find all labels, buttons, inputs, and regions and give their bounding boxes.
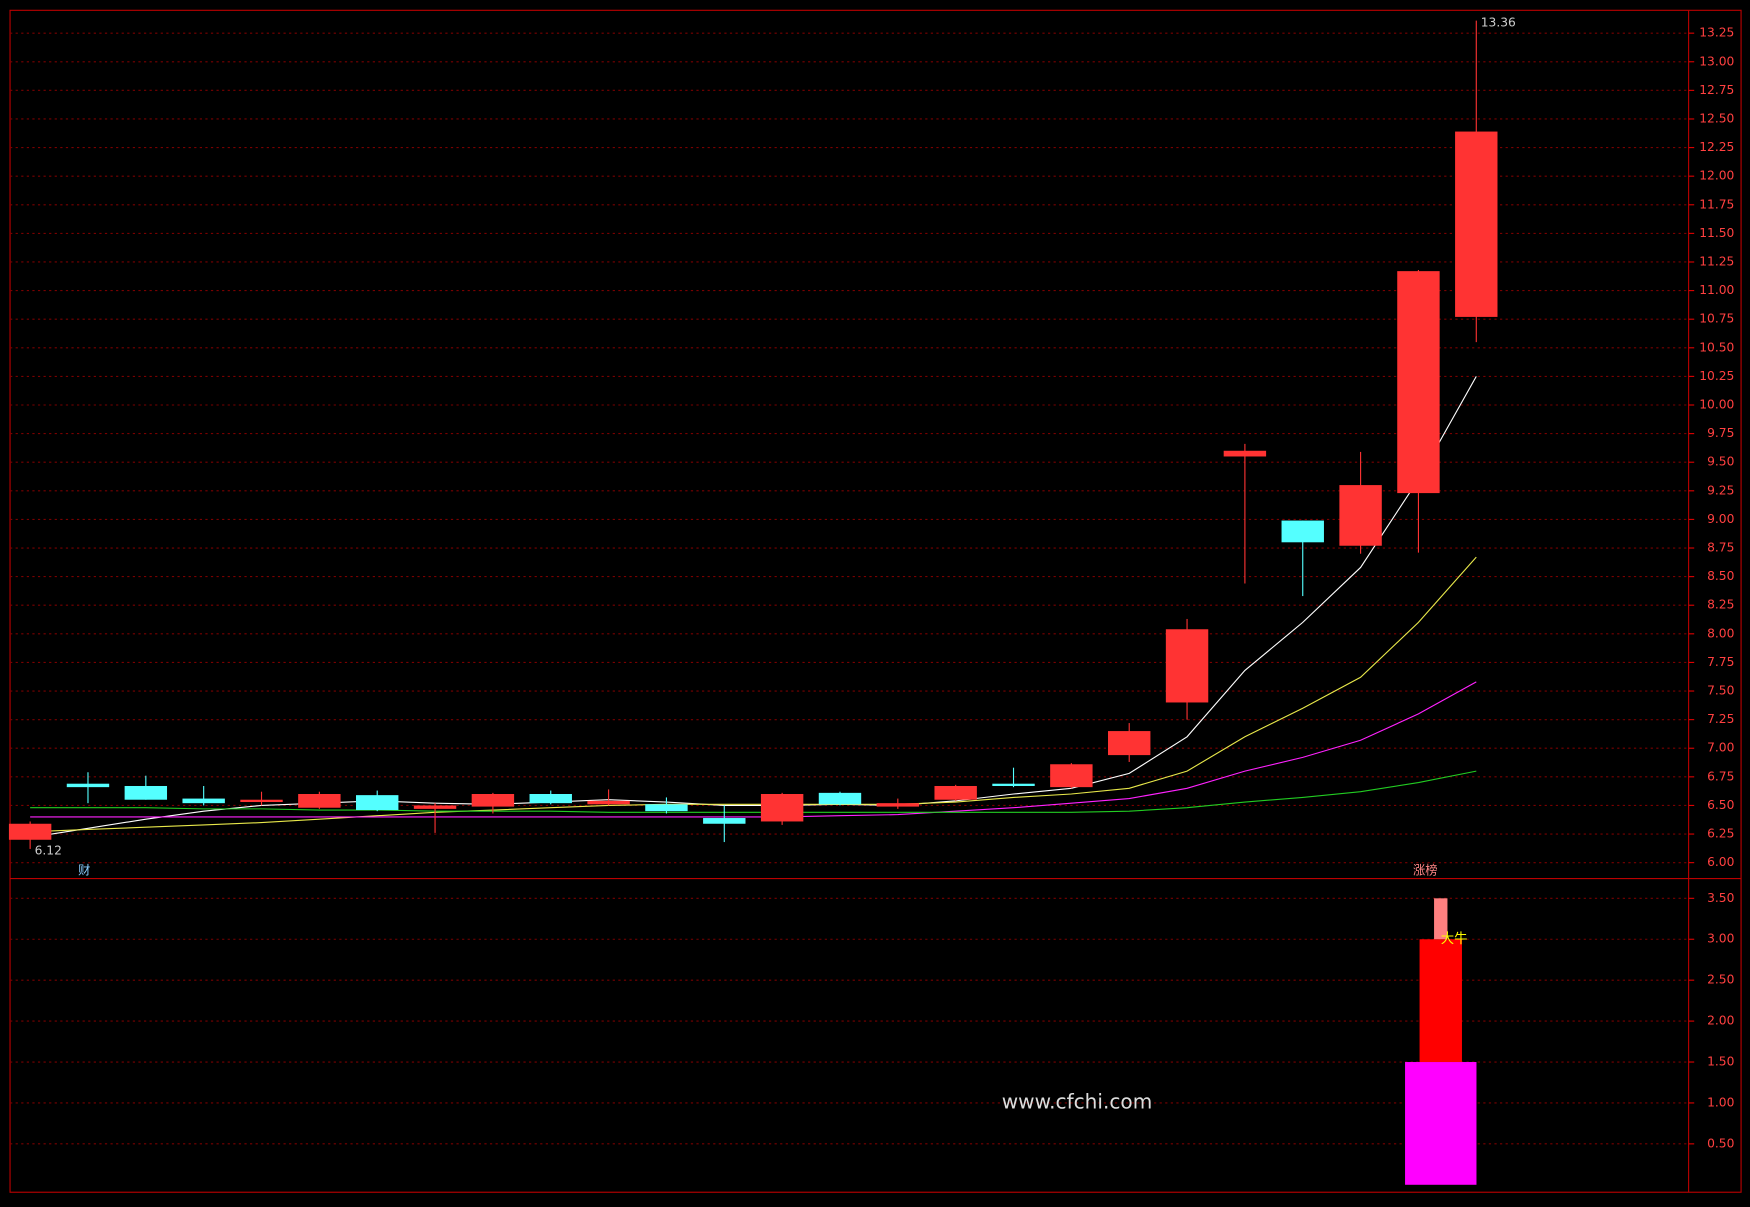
bar-segment — [1434, 898, 1448, 940]
candle-body — [818, 792, 862, 805]
candle-body — [760, 794, 804, 822]
watermark: www.cfchi.com — [1002, 1089, 1153, 1113]
bar-label: 大牛 — [1441, 931, 1468, 947]
candle-body — [240, 799, 283, 803]
y-tick-label: 12.50 — [1699, 111, 1734, 125]
candle-body — [1397, 271, 1440, 494]
y-tick-label: 6.75 — [1707, 769, 1734, 783]
candle-body — [1223, 450, 1267, 457]
y-tick-label: 2.50 — [1707, 973, 1734, 987]
candle-body — [703, 818, 746, 824]
y-tick-label: 12.00 — [1699, 169, 1734, 183]
candle-body — [876, 803, 920, 807]
candle-body — [182, 798, 225, 804]
y-tick-label: 10.25 — [1699, 369, 1734, 383]
y-tick-label: 8.00 — [1707, 626, 1734, 640]
y-tick-label: 12.75 — [1699, 83, 1734, 97]
y-tick-label: 10.50 — [1699, 340, 1734, 354]
candle-body — [1165, 629, 1209, 703]
y-tick-label: 9.50 — [1707, 455, 1734, 469]
candle-body — [1281, 520, 1324, 543]
y-tick-label: 6.00 — [1707, 855, 1734, 869]
y-tick-label: 9.25 — [1707, 483, 1734, 497]
y-tick-label: 2.00 — [1707, 1014, 1734, 1028]
annotation: 涨榜 — [1413, 862, 1438, 877]
y-tick-label: 11.25 — [1699, 254, 1734, 268]
frame — [9, 9, 1742, 1193]
ma-line — [30, 376, 1477, 839]
bar-segment — [1419, 939, 1462, 1063]
candle-body — [529, 794, 572, 804]
candle-body — [298, 794, 341, 808]
ma-line — [30, 770, 1477, 813]
y-tick-label: 9.75 — [1707, 426, 1734, 440]
y-tick-label: 8.75 — [1707, 541, 1734, 555]
candle-body — [587, 800, 630, 805]
y-tick-label: 11.50 — [1699, 226, 1734, 240]
candle-body — [1108, 731, 1151, 756]
y-tick-label: 0.50 — [1707, 1136, 1734, 1150]
y-tick-label: 13.00 — [1699, 54, 1734, 68]
y-tick-label: 10.00 — [1699, 398, 1734, 412]
y-tick-label: 3.00 — [1707, 932, 1734, 946]
candle-body — [413, 805, 457, 809]
y-tick-label: 8.25 — [1707, 598, 1734, 612]
y-tick-label: 10.75 — [1699, 312, 1734, 326]
y-tick-label: 8.50 — [1707, 569, 1734, 583]
y-tick-label: 1.50 — [1707, 1055, 1734, 1069]
candle-body — [1339, 485, 1382, 546]
y-tick-label: 11.75 — [1699, 197, 1734, 211]
candle-body — [1050, 764, 1093, 788]
candle-body — [645, 804, 688, 812]
y-tick-label: 6.25 — [1707, 827, 1734, 841]
y-tick-label: 6.50 — [1707, 798, 1734, 812]
y-tick-label: 9.00 — [1707, 512, 1734, 526]
y-tick-label: 7.75 — [1707, 655, 1734, 669]
y-tick-label: 1.00 — [1707, 1095, 1734, 1109]
high-label: 13.36 — [1481, 15, 1516, 29]
annotation: 财 — [78, 863, 90, 877]
candle-body — [934, 785, 977, 800]
y-tick-label: 7.00 — [1707, 741, 1734, 755]
bar-segment — [1405, 1062, 1477, 1185]
low-label: 6.12 — [35, 844, 62, 858]
ma-line — [30, 556, 1477, 833]
candle-body — [8, 823, 52, 840]
candle-body — [356, 795, 399, 811]
y-tick-label: 7.50 — [1707, 684, 1734, 698]
candle-body — [471, 794, 515, 807]
y-tick-label: 13.25 — [1699, 26, 1734, 40]
y-tick-label: 11.00 — [1699, 283, 1734, 297]
y-tick-label: 12.25 — [1699, 140, 1734, 154]
y-tick-label: 7.25 — [1707, 712, 1734, 726]
candle-body — [992, 783, 1035, 786]
y-tick-label: 3.50 — [1707, 891, 1734, 905]
candle-body — [66, 783, 110, 788]
candle-body — [124, 785, 168, 800]
candle-body — [1455, 131, 1498, 317]
ma-line — [30, 681, 1477, 818]
